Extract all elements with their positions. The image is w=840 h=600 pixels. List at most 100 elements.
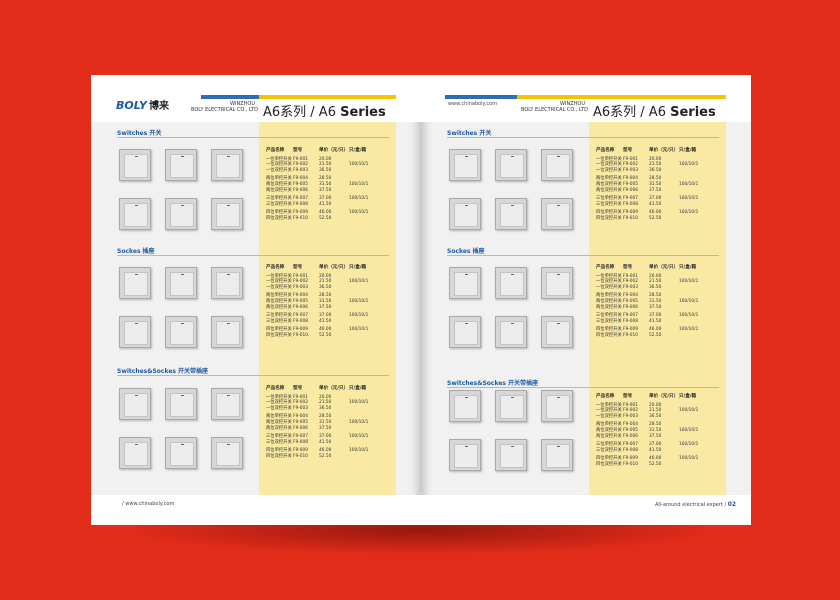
indicator-mark: [511, 323, 514, 324]
product-image: [211, 267, 243, 299]
switch-plate: [500, 395, 524, 419]
product-model: F9-007: [623, 313, 638, 319]
switch-plate: [454, 321, 478, 345]
product-model: F9-004: [293, 176, 308, 182]
website-label[interactable]: www.chinaboly.com: [448, 101, 498, 107]
table-header: 产品名称 型号 单价（元/只） 只/盒/箱: [596, 394, 707, 400]
indicator-mark: [511, 274, 514, 275]
product-name: 两位单控开关: [596, 293, 622, 299]
switch-plate: [546, 321, 570, 345]
boly-logo: BOLY 博来: [116, 99, 169, 112]
indicator-mark: [181, 444, 184, 445]
product-model: F9-010: [623, 461, 638, 467]
packing-qty: 100/10/1: [679, 456, 699, 462]
product-name: 一位双控开关: [266, 400, 292, 406]
product-model: F9-002: [293, 162, 308, 168]
product-price: 20.00: [319, 273, 332, 279]
product-price: 41.50: [319, 439, 332, 445]
product-name: 两位双控开关: [266, 419, 292, 425]
table-row: 一位双控开关 F9-002 21.50 100/10/1: [266, 279, 377, 285]
indicator-mark: [511, 205, 514, 206]
packing-qty: 100/10/1: [349, 434, 369, 440]
product-name: 一位双控开关: [596, 167, 622, 173]
product-price: 36.50: [319, 405, 332, 411]
product-model: F9-004: [623, 176, 638, 182]
divider: [117, 137, 389, 138]
product-price: 21.50: [649, 408, 662, 414]
product-name: 一位双控开关: [596, 279, 622, 285]
product-name: 三位单控开关: [596, 313, 622, 319]
product-price: 36.50: [649, 284, 662, 290]
product-name: 三位单控开关: [266, 196, 292, 202]
table-row: 两位单控开关 F9-004 28.50: [596, 293, 707, 299]
indicator-mark: [557, 397, 560, 398]
series-title: A6系列 / A6 Series: [593, 105, 716, 120]
divider: [447, 255, 719, 256]
product-name: 两位双控开关: [266, 298, 292, 304]
packing-qty: 100/10/1: [679, 408, 699, 414]
product-price: 46.00: [649, 210, 662, 216]
table-row: 两位单控开关 F9-004 28.50: [266, 414, 377, 420]
section-title: Switches&Sockes 开关带插座: [447, 380, 539, 387]
yellow-bar: [517, 95, 589, 99]
table-row: 四位双控开关 F9-010 52.50: [266, 454, 377, 460]
product-image: [119, 149, 151, 181]
packing-qty: [679, 333, 707, 339]
packing-qty: 100/10/1: [679, 427, 699, 433]
section-title: Switches 开关: [117, 130, 162, 137]
product-model: F9-003: [293, 167, 308, 173]
packing-qty: [349, 168, 377, 174]
product-model: F9-004: [293, 293, 308, 299]
packing-qty: [679, 319, 707, 325]
indicator-mark: [227, 156, 230, 157]
footer-url[interactable]: / www.chinaboly.com: [122, 501, 175, 507]
section-title: Switches 开关: [447, 130, 492, 137]
indicator-mark: [557, 446, 560, 447]
product-name: 一位单控开关: [596, 273, 622, 279]
switch-plate: [124, 321, 148, 345]
table-header: 产品名称 型号 单价（元/只） 只/盒/箱: [596, 265, 707, 271]
product-model: F9-005: [293, 419, 308, 425]
table-row: 两位双控开关 F9-006 37.50: [266, 305, 377, 311]
table-row: 一位双控开关 F9-002 21.50 100/10/1: [596, 408, 707, 414]
packing-qty: 100/10/1: [679, 442, 699, 448]
switch-plate: [170, 203, 194, 227]
table-row: 一位双控开关 F9-003 36.50: [266, 168, 377, 174]
table-row: 三位单控开关 F9-007 37.00 100/10/1: [266, 434, 377, 440]
column-header: 产品名称: [596, 148, 615, 153]
product-model: F9-001: [293, 273, 308, 279]
price-table: 产品名称 型号 单价（元/只） 只/盒/箱 一位单控开关 F9-001 20.00 一位双控开…: [596, 148, 707, 222]
product-image: [165, 149, 197, 181]
column-header: 单价（元/只）: [319, 386, 349, 391]
product-model: F9-007: [293, 196, 308, 202]
product-image: [541, 149, 573, 181]
packing-qty: 100/10/1: [349, 327, 369, 333]
product-name: 一位双控开关: [596, 284, 622, 290]
product-price: 52.50: [649, 461, 662, 467]
indicator-mark: [135, 156, 138, 157]
indicator-mark: [181, 205, 184, 206]
product-price: 31.50: [649, 427, 662, 433]
product-price: 46.00: [319, 210, 332, 216]
product-price: 37.50: [319, 187, 332, 193]
product-price: 20.00: [649, 156, 662, 162]
product-name: 两位双控开关: [596, 187, 622, 193]
product-name: 四位双控开关: [596, 332, 622, 338]
product-model: F9-004: [623, 293, 638, 299]
price-table: 产品名称 型号 单价（元/只） 只/盒/箱 一位单控开关 F9-001 20.00 一位双控开…: [266, 265, 377, 339]
section-title: Sockes 插座: [447, 248, 485, 255]
indicator-mark: [181, 156, 184, 157]
indicator-mark: [227, 395, 230, 396]
product-price: 37.00: [319, 313, 332, 319]
packing-qty: [679, 285, 707, 291]
table-row: 三位双控开关 F9-008 41.50: [596, 202, 707, 208]
column-header: 单价（元/只）: [649, 265, 679, 270]
product-price: 37.50: [319, 425, 332, 431]
product-name: 三位双控开关: [596, 318, 622, 324]
product-name: 两位单控开关: [266, 414, 292, 420]
table-row: 四位单控开关 F9-009 46.00 100/10/1: [596, 210, 707, 216]
product-model: F9-005: [623, 181, 638, 187]
product-price: 37.00: [649, 313, 662, 319]
packing-qty: [349, 406, 377, 412]
product-price: 28.50: [649, 176, 662, 182]
